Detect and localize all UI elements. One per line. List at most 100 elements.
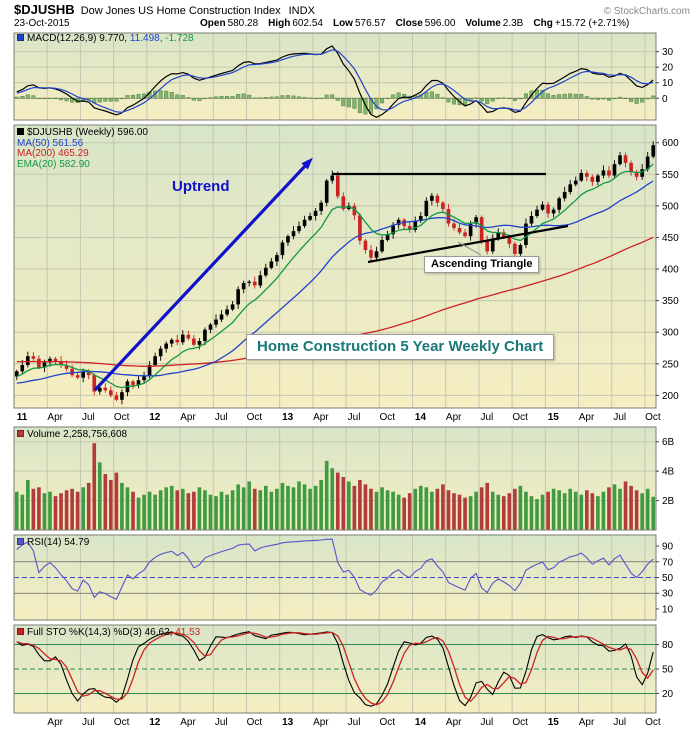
sto-params: Full STO %K(14,3) %D(3) (27, 627, 142, 638)
svg-text:500: 500 (662, 201, 679, 212)
quote-close: Close 596.00 (395, 18, 456, 29)
quote-high: High 602.54 (268, 18, 323, 29)
svg-text:Apr: Apr (579, 412, 595, 423)
rsi-label: RSI(14) 54.79 (17, 537, 90, 549)
svg-text:0: 0 (662, 94, 668, 105)
svg-text:12: 12 (149, 412, 161, 423)
svg-text:Oct: Oct (512, 412, 528, 423)
svg-text:Jul: Jul (613, 717, 626, 728)
svg-text:Jul: Jul (480, 412, 493, 423)
ascending-triangle-callout: Ascending Triangle (424, 256, 540, 273)
macd-signal-value: 11.498, (129, 33, 163, 44)
macd-hist-value: -1.728 (165, 33, 194, 44)
price-legend-ma50: MA(50) 561.56 (17, 137, 84, 149)
price-legend-symbol: $DJUSHB (Weekly) 596.00 (17, 127, 148, 139)
quote-volume: Volume 2.3B (465, 18, 524, 29)
svg-text:Oct: Oct (645, 412, 661, 423)
rsi-params: RSI(14) (27, 537, 62, 548)
price-legend-ma200: MA(200) 465.29 (17, 148, 89, 159)
svg-text:30: 30 (662, 47, 674, 58)
svg-text:Oct: Oct (379, 717, 395, 728)
svg-text:450: 450 (662, 233, 679, 244)
svg-text:12: 12 (149, 717, 161, 728)
quote-open: Open 580.28 (200, 18, 259, 29)
macd-value: 9.770, (99, 33, 128, 44)
svg-text:80: 80 (662, 640, 674, 651)
svg-text:14: 14 (415, 412, 427, 423)
svg-text:11: 11 (17, 412, 28, 423)
symbol: $DJUSHB (14, 2, 75, 17)
stockcharts-credit: © StockCharts.com (603, 6, 690, 17)
rsi-icon (17, 538, 24, 545)
svg-text:70: 70 (662, 557, 674, 568)
svg-text:Oct: Oct (379, 412, 395, 423)
svg-text:Apr: Apr (313, 717, 329, 728)
svg-text:20: 20 (662, 689, 674, 700)
svg-text:Oct: Oct (512, 717, 528, 728)
exchange: INDX (288, 5, 315, 17)
svg-text:30: 30 (662, 589, 674, 600)
svg-text:2B: 2B (662, 496, 675, 507)
svg-text:Apr: Apr (47, 412, 63, 423)
svg-text:350: 350 (662, 296, 679, 307)
svg-text:6B: 6B (662, 437, 675, 448)
svg-text:Jul: Jul (480, 717, 493, 728)
chart-title-box: Home Construction 5 Year Weekly Chart (246, 334, 555, 360)
svg-text:Oct: Oct (247, 717, 263, 728)
price-legend: $DJUSHB (Weekly) 596.00 MA(50) 561.56 MA… (17, 127, 148, 170)
price-legend-ema20: EMA(20) 582.90 (17, 158, 90, 170)
svg-text:Oct: Oct (247, 412, 263, 423)
header-title-row: $DJUSHB Dow Jones US Home Construction I… (14, 2, 690, 17)
svg-text:4B: 4B (662, 467, 675, 478)
index-name: Dow Jones US Home Construction Index (80, 5, 281, 17)
svg-text:Apr: Apr (313, 412, 329, 423)
svg-text:250: 250 (662, 359, 679, 370)
svg-text:Apr: Apr (180, 717, 196, 728)
macd-params: MACD(12,26,9) (27, 33, 97, 44)
uptrend-annotation: Uptrend (172, 178, 230, 195)
svg-text:13: 13 (282, 412, 294, 423)
chart-area: 30 20 10 0 600 550 500 450 400 350 300 250 200 6B 4B 2B… (0, 28, 700, 748)
rsi-value: 54.79 (64, 537, 90, 548)
svg-text:Jul: Jul (348, 717, 361, 728)
svg-text:15: 15 (548, 717, 560, 728)
volume-label-text: Volume (27, 429, 61, 440)
svg-text:600: 600 (662, 138, 679, 149)
svg-text:50: 50 (662, 665, 674, 676)
macd-icon (17, 34, 24, 41)
macd-label: MACD(12,26,9) 9.770, 11.498, -1.728 (17, 33, 194, 45)
volume-icon (17, 430, 24, 437)
candlestick-icon (17, 128, 24, 135)
svg-text:Apr: Apr (446, 717, 462, 728)
chart-canvas: 30 20 10 0 600 550 500 450 400 350 300 250 200 6B 4B 2B… (13, 32, 679, 728)
svg-text:10: 10 (662, 78, 674, 89)
svg-text:Jul: Jul (82, 717, 95, 728)
svg-text:90: 90 (662, 542, 674, 553)
svg-text:Oct: Oct (114, 412, 130, 423)
quote-low: Low 576.57 (332, 18, 386, 29)
svg-text:400: 400 (662, 265, 679, 276)
svg-text:550: 550 (662, 170, 679, 181)
svg-text:10: 10 (662, 604, 674, 615)
volume-value: 2,258,756,608 (63, 429, 128, 440)
svg-text:Apr: Apr (47, 717, 63, 728)
volume-label: Volume 2,258,756,608 (17, 429, 128, 441)
svg-text:Apr: Apr (180, 412, 196, 423)
svg-text:200: 200 (662, 391, 679, 402)
svg-text:Jul: Jul (82, 412, 95, 423)
chart-header: $DJUSHB Dow Jones US Home Construction I… (0, 0, 700, 29)
sto-d-value: 41.53 (175, 627, 201, 638)
svg-text:13: 13 (282, 717, 294, 728)
svg-text:Jul: Jul (215, 412, 228, 423)
quote-change: Chg +15.72 (+2.71%) (533, 18, 630, 29)
chart-date: 23-Oct-2015 (14, 18, 70, 29)
svg-text:Jul: Jul (348, 412, 361, 423)
svg-text:Apr: Apr (446, 412, 462, 423)
svg-text:Apr: Apr (579, 717, 595, 728)
svg-text:50: 50 (662, 573, 674, 584)
svg-text:14: 14 (415, 717, 427, 728)
sto-k-value: 46.62, (144, 627, 173, 638)
svg-text:300: 300 (662, 328, 679, 339)
svg-text:15: 15 (548, 412, 560, 423)
